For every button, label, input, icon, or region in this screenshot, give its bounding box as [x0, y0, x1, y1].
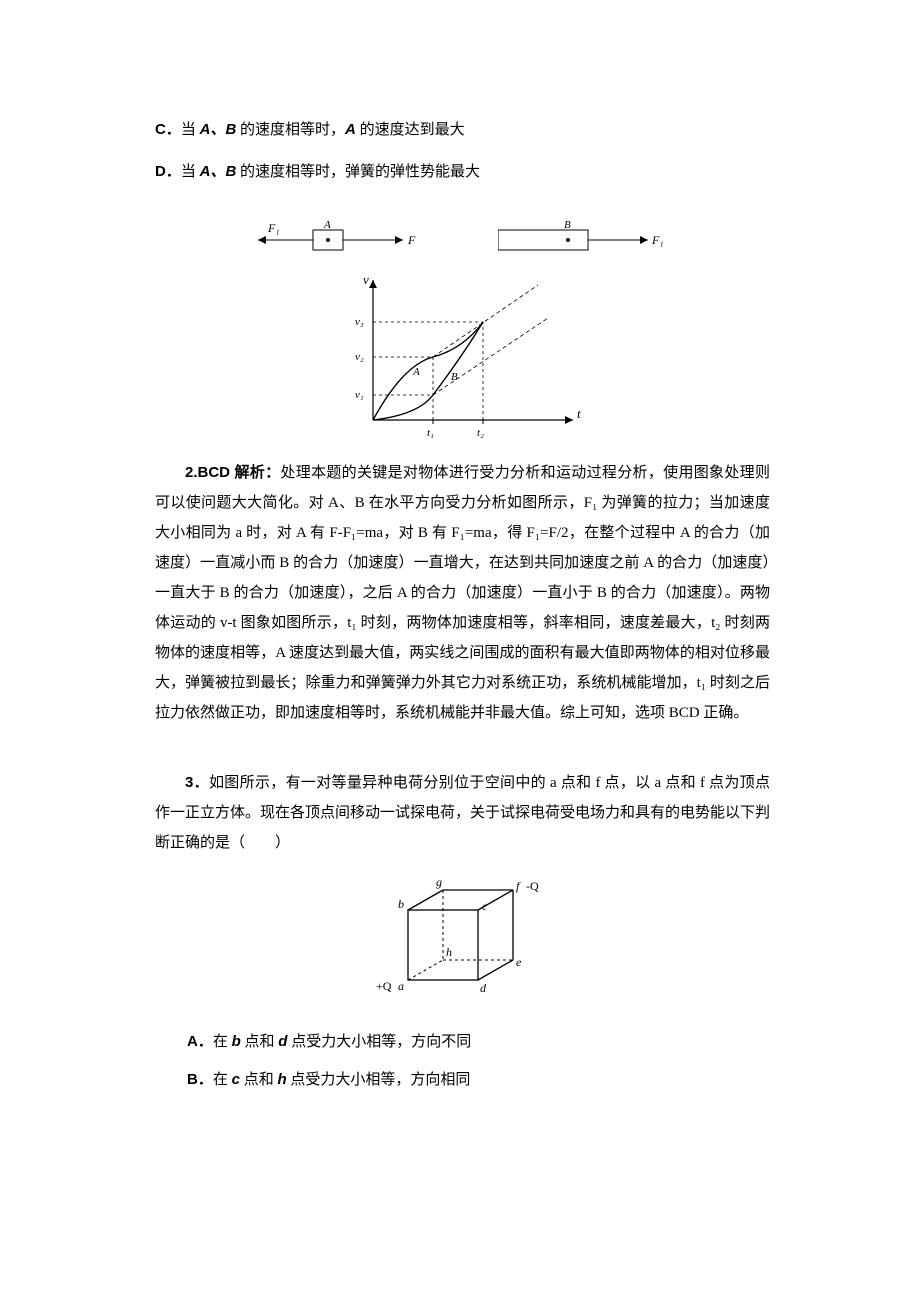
explanation: 2.BCD 解析：处理本题的关键是对物体进行受力分析和运动过程分析，使用图象处理… [155, 458, 770, 728]
cube-figure-wrap: b g f c a d e h +Q -Q [155, 870, 770, 1010]
label-f1: F₁ [651, 233, 664, 247]
vt-graph-wrap: v t v₁ v₂ v₃ t₁ t₂ A B [155, 270, 770, 440]
text: 点和 [241, 1034, 279, 1050]
explain-body: 处理本题的关键是对物体进行受力分析和运动过程分析，使用图象处理则可以使问题大大简… [155, 465, 770, 721]
text: 的速度相等时， [236, 122, 345, 138]
label-f: F [407, 233, 416, 247]
cube-d: d [480, 981, 487, 995]
option-label-d: D． [155, 163, 181, 180]
vt-graph: v t v₁ v₂ v₃ t₁ t₂ A B [333, 270, 593, 440]
explain-head: 2.BCD 解析： [185, 464, 280, 481]
text: 点受力大小相等，方向不同 [287, 1034, 471, 1050]
text: 的速度相等时，弹簧的弹性势能最大 [236, 164, 480, 180]
curve-a-label: A [412, 366, 420, 378]
page: C．当 A、B 的速度相等时，A 的速度达到最大 D．当 A、B 的速度相等时，… [0, 0, 920, 1302]
option-label-b: B． [187, 1071, 213, 1088]
cube-g: g [436, 875, 442, 889]
fbd-row: F₁ A F B F₁ [155, 220, 770, 260]
cube-a: a [398, 979, 404, 993]
tick-t2: t₂ [477, 427, 484, 439]
charge-a: +Q [376, 979, 392, 993]
fbd-b: B F₁ [498, 220, 668, 260]
text: 点受力大小相等，方向相同 [287, 1072, 471, 1088]
pt-h: h [277, 1071, 286, 1088]
pt-c: c [232, 1071, 240, 1088]
label-f1: F₁ [267, 221, 280, 235]
text: 的速度达到最大 [356, 122, 465, 138]
option-label-a: A． [187, 1033, 213, 1050]
label-a: A [323, 220, 331, 231]
tick-t1: t₁ [427, 427, 434, 439]
text: 在 [213, 1072, 232, 1088]
q3-option-b: B．在 c 点和 h 点受力大小相等，方向相同 [187, 1062, 770, 1098]
tick-v1: v₁ [355, 389, 364, 401]
curve-b-label: B [451, 371, 458, 383]
q3-options: A．在 b 点和 d 点受力大小相等，方向不同 B．在 c 点和 h 点受力大小… [187, 1024, 770, 1098]
var-ab: A、B [200, 121, 237, 138]
q3-option-a: A．在 b 点和 d 点受力大小相等，方向不同 [187, 1024, 770, 1060]
option-label-c: C． [155, 121, 181, 138]
question-3: 3．如图所示，有一对等量异种电荷分别位于空间中的 a 点和 f 点，以 a 点和… [155, 768, 770, 858]
var-a: A [345, 121, 356, 138]
text: 在 [213, 1034, 232, 1050]
option-d: D．当 A、B 的速度相等时，弹簧的弹性势能最大 [155, 152, 770, 192]
var-ab: A、B [200, 163, 237, 180]
text: 当 [181, 122, 200, 138]
cube-h: h [446, 945, 452, 959]
q3-text: 如图所示，有一对等量异种电荷分别位于空间中的 a 点和 f 点，以 a 点和 f… [155, 775, 770, 851]
q3-num: 3． [185, 774, 209, 791]
text: 当 [181, 164, 200, 180]
axis-y: v [363, 272, 369, 287]
tick-v2: v₂ [355, 351, 364, 363]
text: 点和 [240, 1072, 278, 1088]
tick-v3: v₃ [355, 316, 364, 328]
cube-e: e [516, 955, 522, 969]
cube-f: f [516, 879, 521, 893]
fbd-a: F₁ A F [258, 220, 438, 260]
charge-f: -Q [526, 879, 539, 893]
axis-x: t [577, 406, 581, 421]
label-b: B [564, 220, 571, 231]
cube-figure: b g f c a d e h +Q -Q [368, 870, 558, 1010]
cube-c: c [482, 899, 488, 913]
option-c: C．当 A、B 的速度相等时，A 的速度达到最大 [155, 110, 770, 150]
cube-b: b [398, 897, 404, 911]
pt-b: b [232, 1033, 241, 1050]
